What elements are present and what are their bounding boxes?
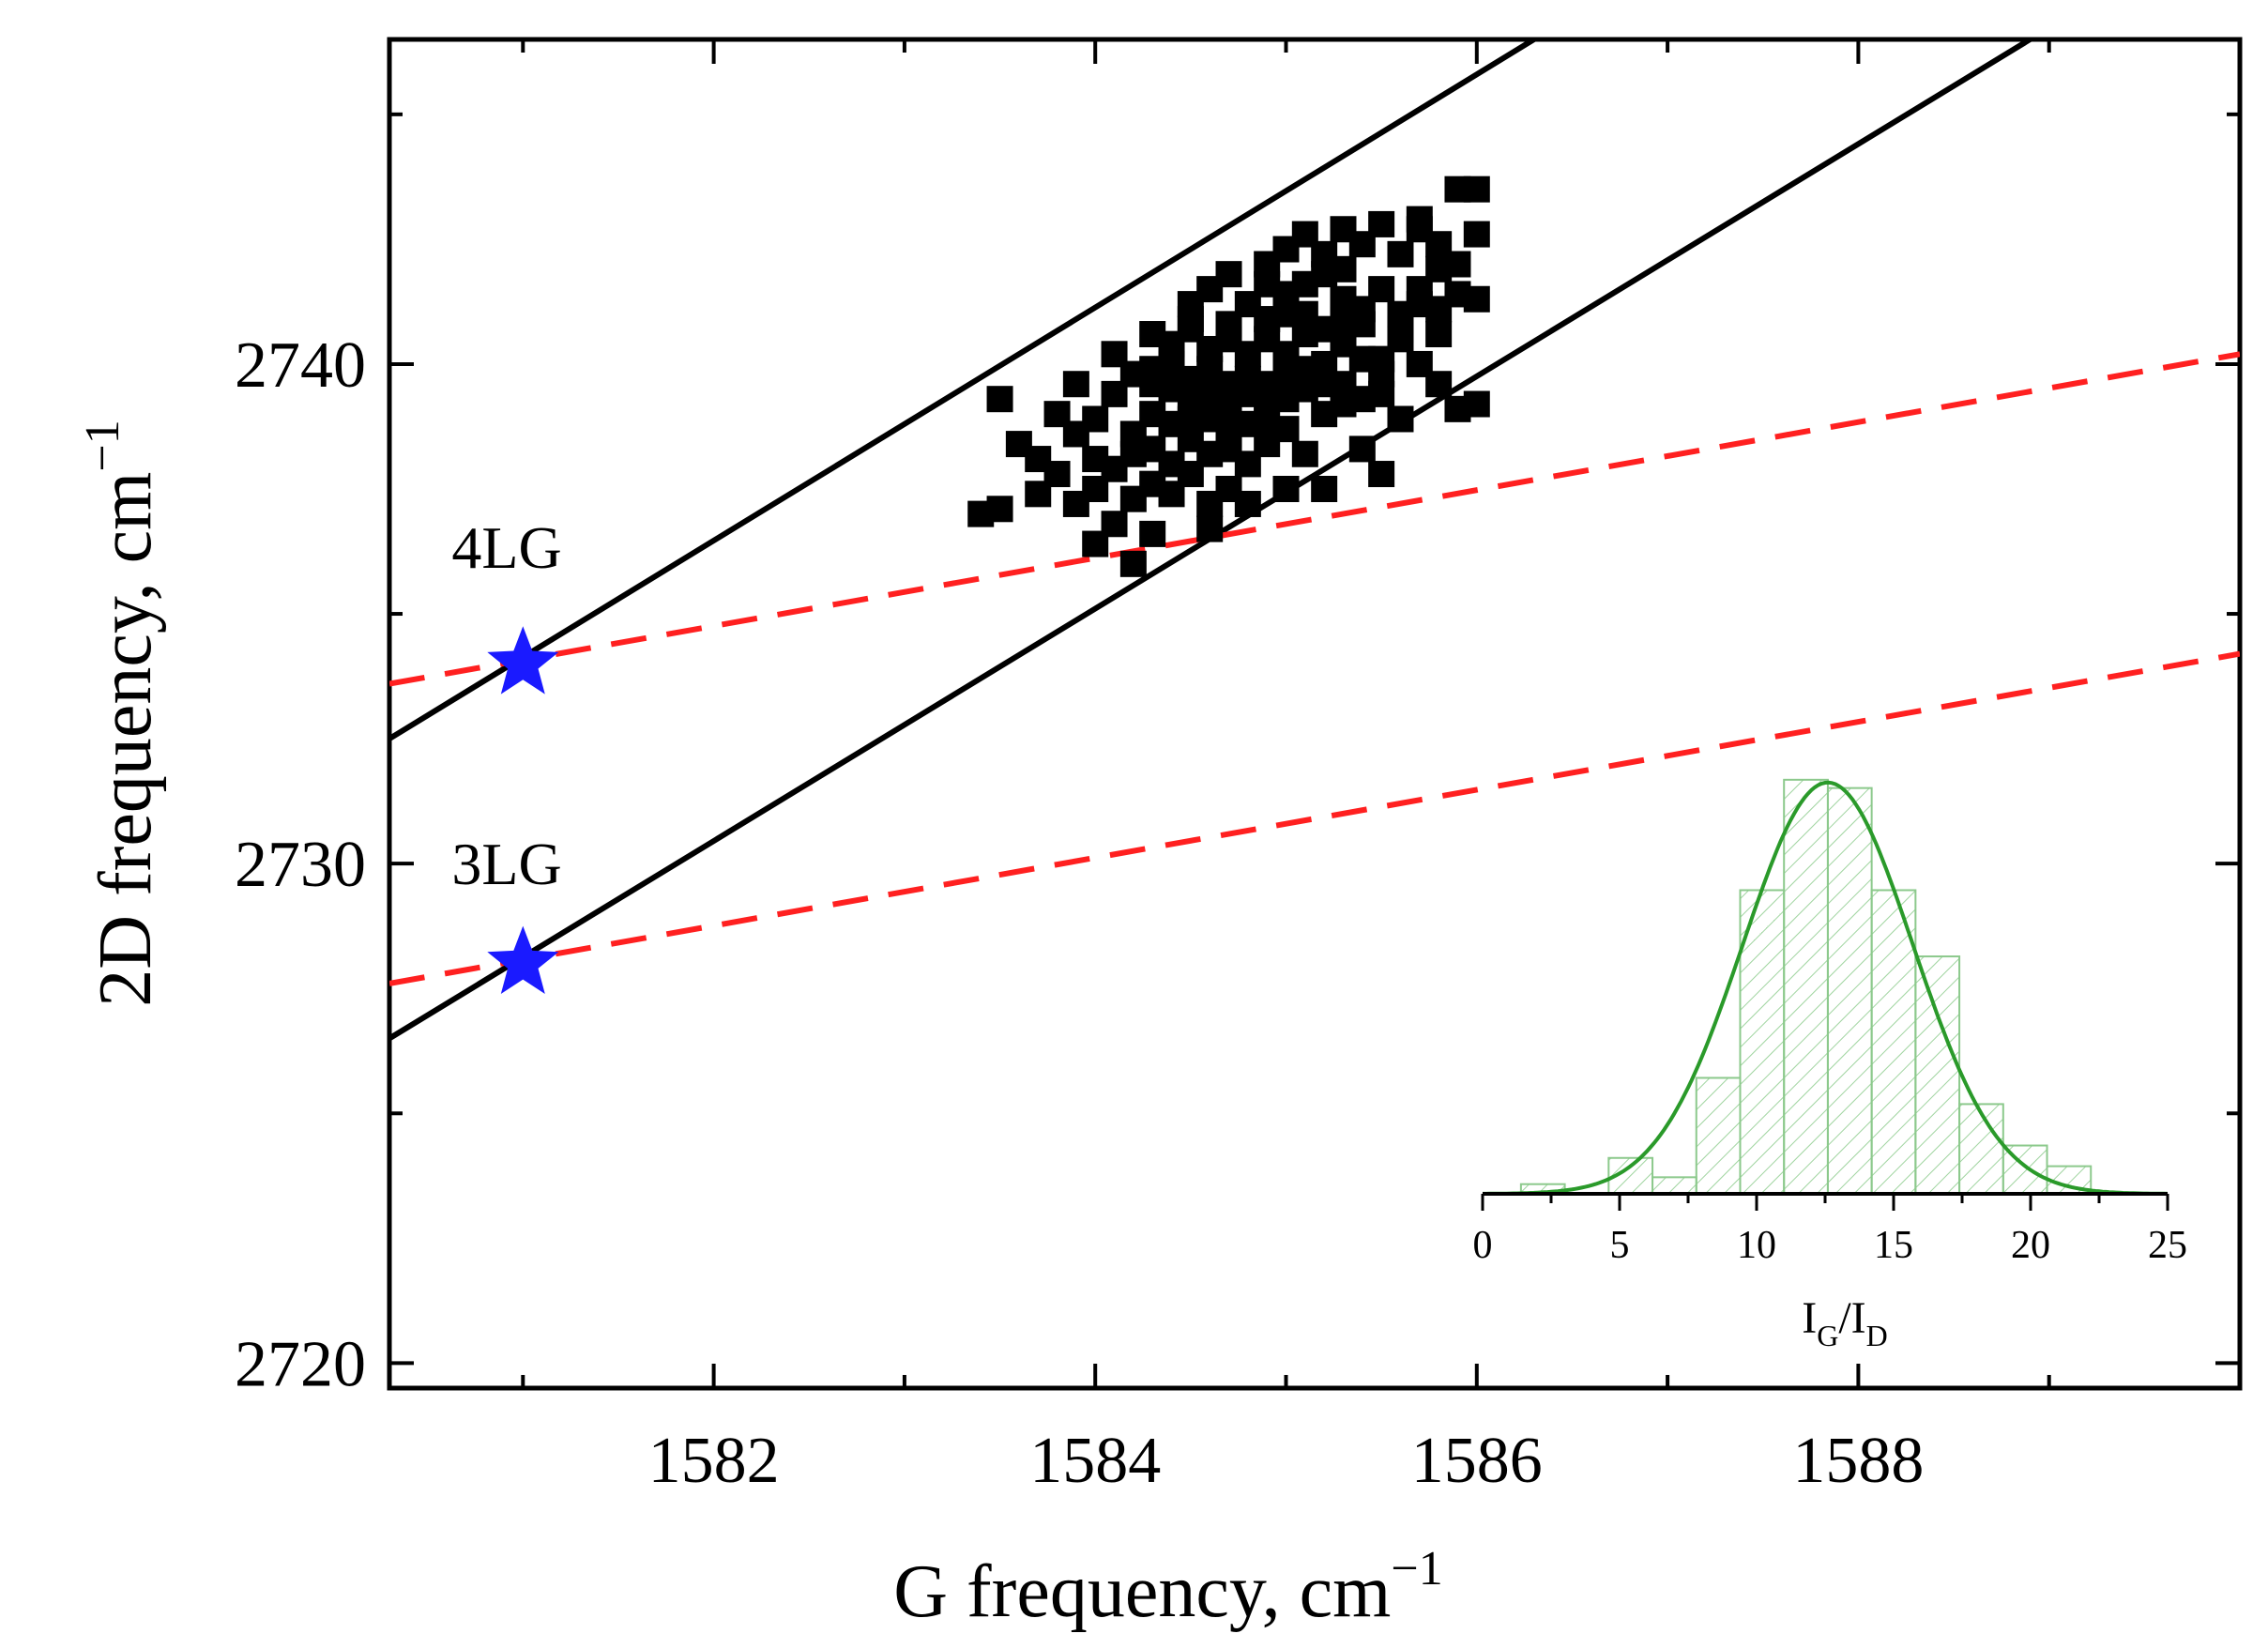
x-tick-label: 1588 [1792,1425,1924,1497]
dashed-line [389,650,2240,986]
solid-line [389,39,1536,741]
dashed-lines [389,351,2240,986]
scatter-point [1177,405,1204,433]
inset-tick-label: 5 [1610,1224,1630,1267]
scatter-point [1196,356,1224,383]
y-tick-label: 2730 [235,829,366,901]
inset-tick-label: 25 [2148,1224,2187,1267]
scatter-point [1463,390,1490,418]
scatter-point [1291,440,1318,467]
scatter-point [1348,345,1376,373]
scatter-point [1425,371,1453,398]
x-axis-title-sup: −1 [1391,1542,1442,1596]
y-tick-label: 2720 [235,1328,366,1400]
x-tick-label: 1586 [1411,1425,1543,1497]
y-axis-title-sup: −1 [76,420,129,471]
main-axis-ticks [389,39,2240,1388]
star-marker [487,626,559,695]
scatter-point [1119,550,1147,577]
inset-title-slash: /I [1838,1293,1865,1343]
scatter-point [1368,210,1395,237]
dashed-line [389,351,2240,687]
scatter-point [1311,371,1338,398]
inset-title-i: I [1802,1293,1817,1343]
scatter-point [1043,461,1071,488]
scatter-point [1196,380,1224,407]
x-axis-title-text: G frequency, cm [893,1550,1391,1633]
inset-x-axis: 0 5 10 15 20 25 [1473,1192,2187,1267]
scatter-point [1139,520,1166,547]
scatter-point [1272,300,1300,328]
main-axis-tick-labels: 1582 1584 1586 1588 2720 2730 2740 [235,329,1924,1497]
histogram-bar [1914,955,1961,1196]
scatter-point [1387,240,1414,267]
inset-tick-label: 15 [1874,1224,1913,1267]
star-markers [487,626,559,994]
plot-frame [387,37,2243,1391]
scatter-point [1463,176,1490,203]
histogram-bar [1695,1076,1742,1195]
scatter-point [1272,386,1300,413]
scatter-point [1311,476,1338,502]
scatter-point [1177,315,1204,343]
annotation-4lg: 4LG [451,514,561,581]
scatter-point [1330,255,1357,282]
scatter-point [1463,221,1490,248]
scatter-point [1368,461,1395,488]
star-marker [487,925,559,994]
scatter-point [1387,315,1414,343]
y-tick-label: 2740 [235,329,366,402]
scatter-point [1425,296,1453,323]
scatter-point [1234,490,1261,517]
inset-histogram: 0 5 10 15 20 25 IG/ID [1473,778,2187,1352]
x-tick-label: 1582 [648,1425,780,1497]
inset-tick-label: 10 [1737,1224,1776,1267]
scatter-point [1348,435,1376,463]
inset-title-sub-d: D [1866,1319,1888,1352]
y-axis-title-text: 2D frequency, cm [84,472,167,1007]
scatter-point [1196,515,1224,542]
scatter-point [1139,371,1166,398]
y-axis-title: 2D frequency, cm−1 [76,420,167,1006]
scatter-point [1215,326,1242,353]
scatter-point [986,496,1013,523]
scatter-point [1062,371,1089,398]
scatter-point [1101,511,1128,538]
scatter-point [1082,405,1109,433]
scatter-point [1215,435,1242,463]
scatter-point [1119,440,1147,467]
scatter-point [1330,306,1357,333]
scatter-point [1272,476,1300,502]
scatter-point [1215,261,1242,288]
scatter-point [1291,270,1318,298]
inset-tick-label: 20 [2011,1224,2050,1267]
inset-x-axis-title: IG/ID [1802,1293,1888,1352]
inset-tick-label: 0 [1473,1224,1493,1267]
scatter-point [1463,285,1490,313]
histogram-bar [1652,1176,1697,1195]
scatter-point [1387,405,1414,433]
scatter-point [1425,321,1453,348]
scatter-point [1406,206,1433,233]
x-axis-title: G frequency, cm−1 [893,1542,1442,1633]
inset-bars [1519,778,2093,1196]
scatter-point [986,386,1013,413]
histogram-bar [1826,786,1873,1195]
annotation-3lg: 3LG [451,831,561,897]
inset-gaussian-fit [1483,780,2169,1196]
inset-title-sub-g: G [1817,1319,1838,1352]
scatter-series [967,176,1490,577]
histogram-bar [1958,1103,2004,1195]
x-tick-label: 1584 [1029,1425,1161,1497]
histogram-bar [1783,778,1829,1196]
scatter-point [1444,251,1471,278]
scatter-point [1368,380,1395,407]
histogram-bar [1739,889,1786,1195]
